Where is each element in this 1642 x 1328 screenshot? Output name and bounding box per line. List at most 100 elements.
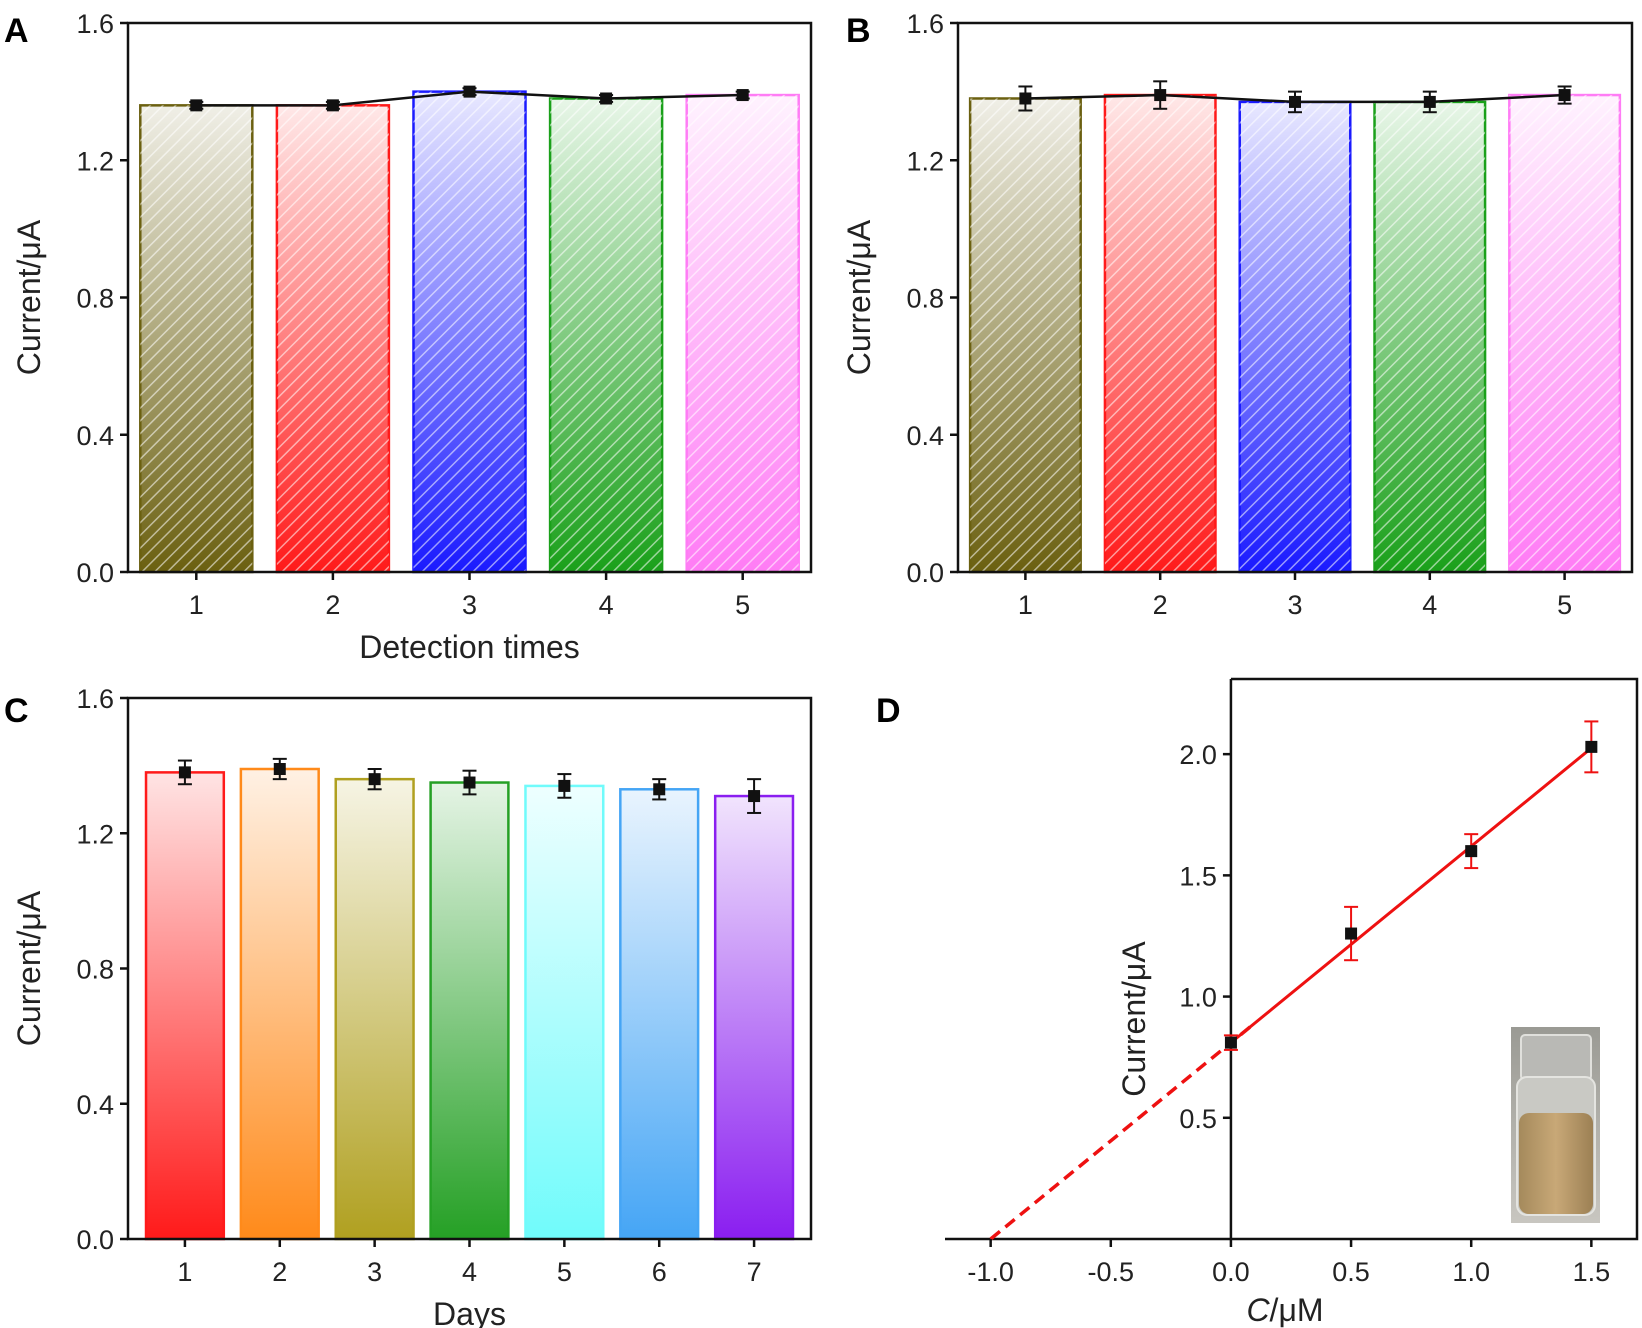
- panel-label: A: [4, 12, 29, 50]
- x-tick-label: 1: [177, 1257, 192, 1287]
- y-tick-label: 0.8: [76, 955, 114, 985]
- bar-hatch: [686, 95, 799, 573]
- bar-hatch: [1509, 95, 1620, 573]
- data-point: [736, 89, 749, 102]
- inset-vial-photo: [1511, 1027, 1600, 1223]
- y-tick-label: 0.4: [76, 1090, 114, 1120]
- fit-line: [1229, 746, 1593, 1044]
- x-tick-label: 2: [272, 1257, 287, 1287]
- x-tick-label: 4: [599, 590, 614, 620]
- bar: [334, 777, 415, 1241]
- data-point: [1224, 1036, 1237, 1049]
- bar-hatch: [276, 105, 389, 572]
- plot-frame: [945, 677, 1639, 1241]
- data-point: [653, 783, 666, 796]
- x-axis-label-unit: /μM: [1270, 1292, 1324, 1328]
- x-tick-label: 0.5: [1332, 1257, 1370, 1287]
- y-axis-label: Current/μA: [11, 219, 47, 375]
- y-tick-label: 0.4: [76, 421, 114, 451]
- data-point: [1465, 845, 1478, 858]
- bar-hatch: [1104, 95, 1216, 573]
- panel-label: D: [876, 692, 901, 730]
- panel-d: 0.5 1.0 1.5 2.0 -1.0 -0.5 0.0 0.5 1.0 1.5 C/μM Curr…: [876, 677, 1639, 1328]
- x-axis-label: Days: [433, 1296, 506, 1328]
- data-point: [558, 779, 571, 792]
- data-point: [190, 99, 203, 112]
- x-tick-label: 2: [325, 590, 340, 620]
- data-point: [368, 773, 381, 786]
- data-point: [178, 766, 191, 779]
- x-tick-label: 3: [1287, 590, 1302, 620]
- x-tick-label: 5: [735, 590, 750, 620]
- data-point: [1558, 89, 1571, 102]
- data-point: [1154, 89, 1167, 102]
- x-tick-label: 3: [367, 1257, 382, 1287]
- data-point: [273, 763, 286, 776]
- bar-hatch: [1374, 101, 1486, 572]
- y-tick-label: 0.0: [76, 1225, 114, 1255]
- y-tick-label: 2.0: [1179, 740, 1217, 770]
- bar-hatch: [550, 98, 663, 573]
- bar-hatch: [970, 98, 1081, 573]
- x-tick-label: -1.0: [967, 1257, 1014, 1287]
- data-point: [1019, 92, 1032, 105]
- data-point: [1289, 95, 1301, 108]
- data-point: [1423, 95, 1436, 108]
- x-tick-label: 7: [747, 1257, 762, 1287]
- y-tick-label: 1.2: [906, 146, 944, 176]
- x-tick-label: -0.5: [1088, 1257, 1135, 1287]
- data-point: [1345, 927, 1358, 940]
- x-tick-label: 0.0: [1212, 1257, 1250, 1287]
- bar: [619, 788, 700, 1241]
- data-point: [463, 85, 476, 98]
- y-tick-label: 0.8: [76, 284, 114, 314]
- x-tick-label: 1.5: [1573, 1257, 1611, 1287]
- bar-hatch: [140, 105, 253, 572]
- panel-c: 0.0 0.4 0.8 1.2 1.6 1 2 3 4 5 6 7 Days Current/μA C: [4, 684, 813, 1328]
- y-tick-label: 1.6: [906, 9, 944, 39]
- y-tick-label: 0.8: [906, 284, 944, 314]
- x-axis-label: C/μM: [1246, 1292, 1323, 1328]
- y-tick-label: 0.0: [76, 558, 114, 588]
- bar-hatch: [1239, 101, 1351, 572]
- bar: [144, 771, 226, 1241]
- x-tick-label: 4: [462, 1257, 477, 1287]
- x-axis-label-variable: C: [1246, 1292, 1270, 1328]
- bar: [713, 794, 795, 1241]
- data-point: [748, 790, 761, 803]
- y-axis-label: Current/μA: [1116, 941, 1152, 1097]
- data-point: [463, 776, 476, 789]
- panel-b: 0.0 0.4 0.8 1.2 1.6 1 2 3 4 5 Current/μA B: [841, 9, 1634, 620]
- y-tick-label: 1.6: [76, 684, 114, 714]
- y-tick-label: 0.5: [1179, 1104, 1217, 1134]
- y-tick-label: 1.2: [76, 819, 114, 849]
- data-point: [1585, 740, 1598, 753]
- y-axis-label: Current/μA: [11, 890, 47, 1046]
- x-tick-label: 5: [1557, 590, 1572, 620]
- x-tick-label: 1: [1018, 590, 1033, 620]
- x-tick-label: 1: [189, 590, 204, 620]
- x-tick-label: 4: [1422, 590, 1437, 620]
- y-axis-label: Current/μA: [841, 219, 877, 375]
- bar: [429, 781, 510, 1241]
- y-tick-label: 1.6: [76, 9, 114, 39]
- x-tick-label: 6: [652, 1257, 667, 1287]
- bar: [239, 767, 320, 1241]
- panel-label: C: [4, 692, 29, 730]
- y-tick-label: 0.4: [906, 421, 944, 451]
- panel-label: B: [846, 12, 871, 50]
- bar: [524, 784, 605, 1241]
- y-tick-label: 1.2: [76, 146, 114, 176]
- bar-hatch: [413, 91, 526, 572]
- x-tick-label: 3: [462, 590, 477, 620]
- data-point: [326, 99, 339, 112]
- x-tick-label: 5: [557, 1257, 572, 1287]
- data-point: [600, 92, 613, 105]
- y-tick-label: 0.0: [906, 558, 944, 588]
- panel-a: 0.0 0.4 0.8 1.2 1.6 1 2 3 4 5 Detection times Curre…: [4, 9, 813, 665]
- x-axis-label: Detection times: [359, 629, 580, 665]
- x-tick-label: 1.0: [1452, 1257, 1490, 1287]
- y-tick-label: 1.5: [1179, 861, 1217, 891]
- x-tick-label: 2: [1153, 590, 1168, 620]
